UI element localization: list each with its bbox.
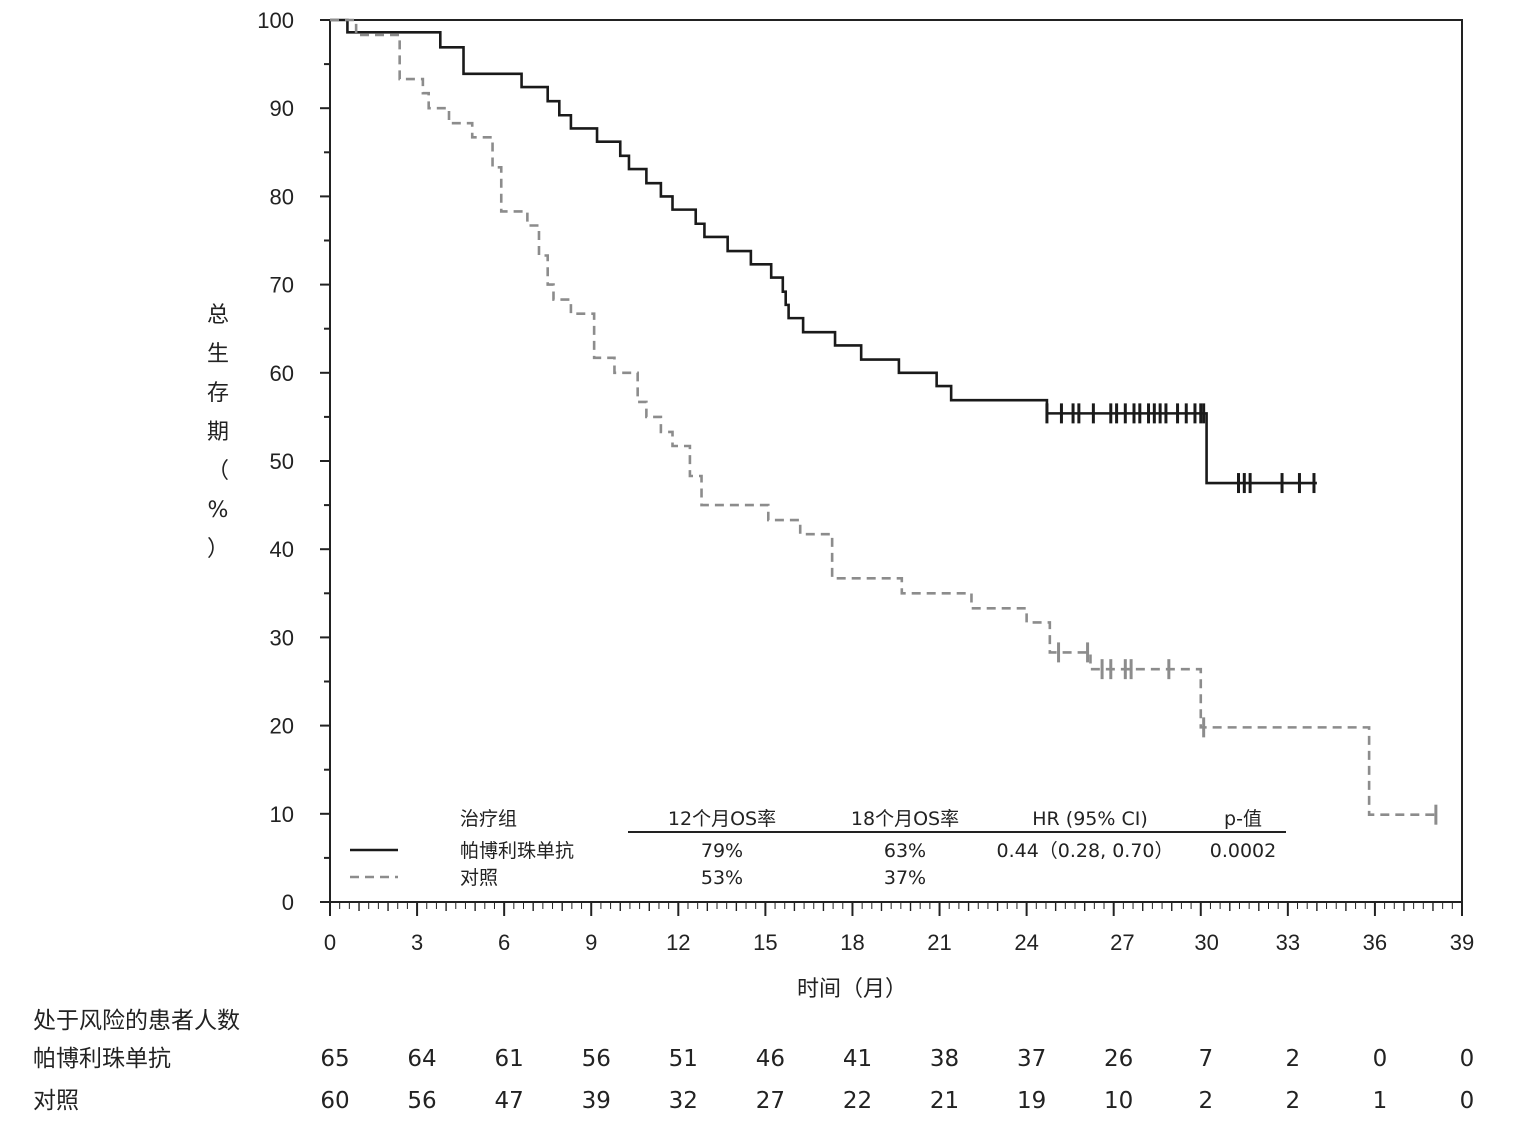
x-tick-label-15: 15 bbox=[753, 930, 777, 955]
risk-value-treatment-12: 51 bbox=[669, 1046, 698, 1072]
series-line-treatment bbox=[330, 18, 1317, 485]
legend: 治疗组 12个月OS率 18个月OS率 HR (95% CI) p-值 帕博利珠… bbox=[350, 808, 1286, 889]
legend-header-hr: HR (95% CI) bbox=[1032, 808, 1148, 830]
risk-value-treatment-15: 46 bbox=[756, 1046, 785, 1072]
y-tick-label-70: 70 bbox=[270, 273, 294, 298]
risk-value-control-9: 39 bbox=[582, 1088, 611, 1114]
y-tick-label-20: 20 bbox=[270, 714, 294, 739]
plot-frame bbox=[329, 19, 1463, 903]
y-tick-label-10: 10 bbox=[270, 802, 294, 827]
risk-value-treatment-27: 26 bbox=[1104, 1046, 1133, 1072]
risk-value-treatment-33: 2 bbox=[1286, 1046, 1301, 1072]
x-tick-label-21: 21 bbox=[927, 930, 951, 955]
censor-marks bbox=[1045, 403, 1438, 825]
risk-value-treatment-39: 0 bbox=[1460, 1046, 1475, 1072]
risk-value-treatment-24: 37 bbox=[1017, 1046, 1046, 1072]
risk-value-treatment-9: 56 bbox=[582, 1046, 611, 1072]
x-tick-label-39: 39 bbox=[1450, 930, 1474, 955]
legend-header-group: 治疗组 bbox=[460, 808, 517, 830]
risk-value-control-6: 47 bbox=[495, 1088, 524, 1114]
x-axis: 0 3 6 9 12 15 18 21 24 27 30 33 36 39 bbox=[324, 902, 1474, 955]
y-tick-label-90: 90 bbox=[270, 96, 294, 121]
x-tick-label-18: 18 bbox=[840, 930, 864, 955]
risk-value-treatment-21: 38 bbox=[930, 1046, 959, 1072]
risk-values: 65 64 61 56 51 46 41 38 37 26 7 2 0 060 56 47 39 32 27 22 21… bbox=[320, 1046, 1474, 1114]
y-axis: 0 10 20 30 40 50 60 70 80 90 100 bbox=[257, 8, 330, 915]
risk-value-control-24: 19 bbox=[1017, 1088, 1046, 1114]
x-tick-label-36: 36 bbox=[1363, 930, 1387, 955]
risk-value-control-27: 10 bbox=[1104, 1088, 1133, 1114]
x-tick-label-33: 33 bbox=[1276, 930, 1300, 955]
y-tick-label-60: 60 bbox=[270, 361, 294, 386]
y-tick-label-50: 50 bbox=[270, 449, 294, 474]
risk-value-control-15: 27 bbox=[756, 1088, 785, 1114]
y-tick-label-0: 0 bbox=[282, 890, 294, 915]
risk-value-control-39: 0 bbox=[1460, 1088, 1475, 1114]
legend-os18-control: 37% bbox=[884, 867, 926, 889]
risk-value-control-12: 32 bbox=[669, 1088, 698, 1114]
y-tick-label-100: 100 bbox=[257, 8, 294, 33]
legend-p-treatment: 0.0002 bbox=[1210, 840, 1276, 862]
series-line-control bbox=[330, 18, 1436, 816]
y-axis-title: 总生存期（%） bbox=[207, 303, 229, 562]
risk-value-treatment-3: 64 bbox=[407, 1046, 436, 1072]
legend-header-os12: 12个月OS率 bbox=[668, 808, 776, 830]
legend-label-treatment: 帕博利珠单抗 bbox=[460, 840, 574, 862]
legend-header-os18: 18个月OS率 bbox=[851, 808, 959, 830]
risk-value-control-21: 21 bbox=[930, 1088, 959, 1114]
y-tick-label-80: 80 bbox=[270, 184, 294, 209]
risk-value-control-3: 56 bbox=[407, 1088, 436, 1114]
legend-os18-treatment: 63% bbox=[884, 840, 926, 862]
x-tick-label-30: 30 bbox=[1194, 930, 1218, 955]
legend-os12-control: 53% bbox=[701, 867, 743, 889]
legend-header-p: p-值 bbox=[1224, 808, 1262, 830]
x-tick-label-24: 24 bbox=[1014, 930, 1038, 955]
risk-value-treatment-6: 61 bbox=[495, 1046, 524, 1072]
y-tick-label-30: 30 bbox=[270, 625, 294, 650]
legend-label-control: 对照 bbox=[460, 867, 498, 889]
x-tick-label-9: 9 bbox=[585, 930, 597, 955]
risk-value-treatment-18: 41 bbox=[843, 1046, 872, 1072]
risk-value-treatment-0: 65 bbox=[320, 1046, 349, 1072]
x-tick-label-12: 12 bbox=[666, 930, 690, 955]
risk-table: 处于风险的患者人数 帕博利珠单抗 对照 65 64 61 56 51 46 41 38 37 26… bbox=[33, 1008, 1474, 1114]
risk-value-control-0: 60 bbox=[320, 1088, 349, 1114]
risk-row-label-treatment: 帕博利珠单抗 bbox=[33, 1046, 171, 1072]
risk-value-treatment-30: 7 bbox=[1198, 1046, 1213, 1072]
risk-value-control-30: 2 bbox=[1198, 1088, 1213, 1114]
x-tick-label-3: 3 bbox=[411, 930, 423, 955]
risk-table-title: 处于风险的患者人数 bbox=[33, 1008, 240, 1034]
x-tick-label-0: 0 bbox=[324, 930, 336, 955]
x-tick-label-6: 6 bbox=[498, 930, 510, 955]
x-tick-label-27: 27 bbox=[1110, 930, 1134, 955]
x-axis-title: 时间（月） bbox=[797, 977, 907, 1002]
survival-curves bbox=[330, 18, 1436, 816]
legend-os12-treatment: 79% bbox=[701, 840, 743, 862]
legend-hr-treatment: 0.44（0.28, 0.70） bbox=[997, 840, 1174, 862]
risk-value-control-18: 22 bbox=[843, 1088, 872, 1114]
risk-value-treatment-36: 0 bbox=[1373, 1046, 1388, 1072]
risk-row-label-control: 对照 bbox=[33, 1088, 79, 1114]
y-tick-label-40: 40 bbox=[270, 537, 294, 562]
risk-value-control-36: 1 bbox=[1373, 1088, 1388, 1114]
risk-value-control-33: 2 bbox=[1286, 1088, 1301, 1114]
